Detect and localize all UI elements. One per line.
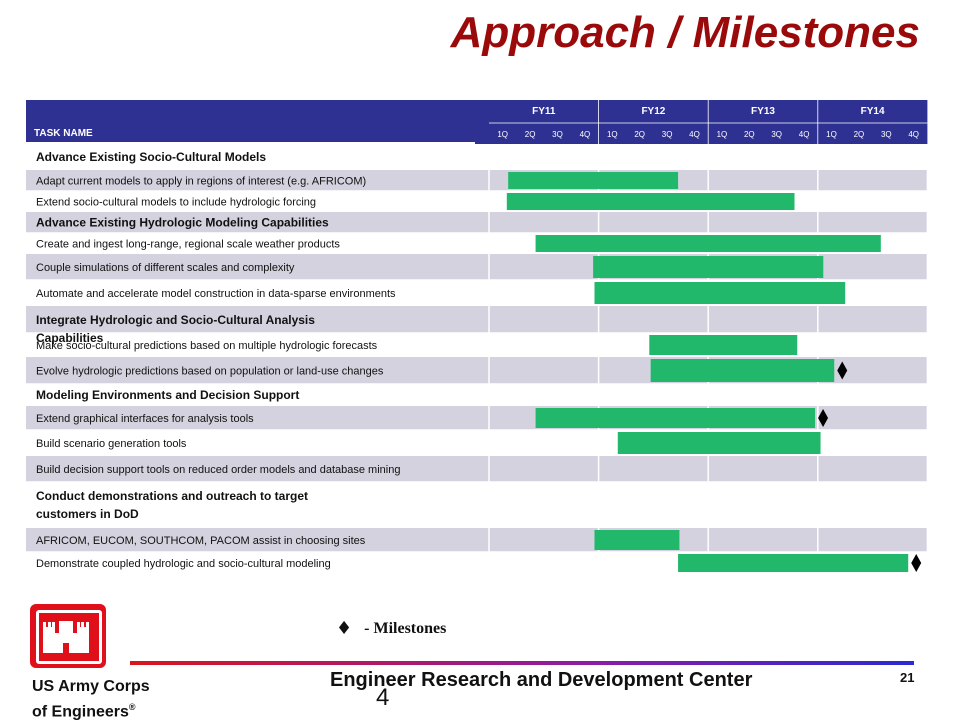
registered-mark: ® [128, 702, 136, 712]
fy-label: FY11 [532, 106, 556, 117]
quarter-tick-label: 4Q [799, 130, 810, 139]
page-title: Approach / Milestones [450, 8, 920, 57]
task-name-header: TASK NAME [34, 128, 93, 139]
milestone-marker [911, 554, 922, 572]
quarter-tick-label: 4Q [689, 130, 700, 139]
quarter-tick-label: 3Q [771, 130, 782, 139]
org-line-2: of Engineers [32, 703, 129, 721]
header-underline [26, 142, 475, 145]
milestone-diamond-icon: ♦ [336, 618, 353, 639]
task-name-continued: Capabilities [36, 331, 104, 345]
quarter-tick-label: 2Q [854, 130, 865, 139]
legend-label: - Milestones [364, 619, 447, 637]
task-name: Make socio-cultural predictions based on… [36, 340, 378, 352]
fy-label: FY12 [641, 106, 665, 117]
task-name: Extend socio-cultural models to include … [36, 197, 316, 209]
organization-name: US Army Corps of Engineers® [32, 676, 150, 722]
task-name: Conduct demonstrations and outreach to t… [36, 489, 308, 503]
table-row [26, 170, 928, 191]
org-line-1: US Army Corps [32, 678, 150, 695]
quarter-tick-label: 2Q [744, 130, 755, 139]
task-bar [594, 282, 846, 304]
quarter-tick-label: 3Q [881, 130, 892, 139]
task-bar [506, 193, 795, 210]
stray-number: 4 [376, 684, 390, 711]
task-name: Adapt current models to apply in regions… [36, 176, 366, 188]
quarter-tick-label: 1Q [607, 130, 618, 139]
task-name: Automate and accelerate model constructi… [36, 288, 396, 300]
fy-label: FY13 [751, 106, 775, 117]
quarter-tick-label: 1Q [826, 130, 837, 139]
table-row [26, 384, 928, 406]
quarter-tick-label: 4Q [580, 130, 591, 139]
table-row [26, 482, 928, 528]
table-row [26, 306, 928, 333]
page-number: 21 [900, 670, 915, 685]
quarter-tick-label: 3Q [552, 130, 563, 139]
task-group-name: Advance Existing Hydrologic Modeling Cap… [36, 216, 329, 230]
task-bar [678, 554, 909, 572]
task-bar [535, 408, 816, 428]
quarter-tick-label: 3Q [662, 130, 673, 139]
quarter-tick-label: 1Q [717, 130, 728, 139]
fy-label: FY14 [861, 106, 885, 117]
milestone-legend: ♦ - Milestones [336, 618, 446, 639]
quarter-tick-label: 4Q [908, 130, 919, 139]
task-name: Build decision support tools on reduced … [36, 464, 400, 476]
task-name: Demonstrate coupled hydrologic and socio… [36, 558, 331, 570]
quarter-tick-label: 2Q [525, 130, 536, 139]
task-name: Extend graphical interfaces for analysis… [36, 413, 254, 425]
footer-divider [130, 661, 914, 665]
task-name: Build scenario generation tools [36, 438, 187, 450]
center-name: Engineer Research and Development Center [330, 669, 753, 691]
table-row [26, 144, 928, 170]
task-name: AFRICOM, EUCOM, SOUTHCOM, PACOM assist i… [36, 535, 366, 547]
table-header [26, 100, 928, 144]
task-bar [650, 359, 835, 382]
task-group-name: Advance Existing Socio-Cultural Models [36, 150, 266, 164]
task-bar [593, 256, 824, 278]
usace-castle-logo [30, 604, 106, 668]
task-name: Integrate Hydrologic and Socio-Cultural … [36, 313, 315, 327]
gantt-chart: TASK NAME FY11 FY12 FY13 FY14 1Q 2Q 3Q 4Q 1Q 2Q 3Q 4… [26, 100, 928, 572]
task-name-continued: customers in DoD [36, 507, 139, 521]
task-name: Couple simulations of different scales a… [36, 262, 295, 274]
quarter-tick-label: 2Q [634, 130, 645, 139]
task-bar [617, 432, 821, 454]
milestone-marker [837, 361, 848, 380]
task-name: Create and ingest long-range, regional s… [36, 239, 340, 251]
table-row [26, 212, 928, 233]
task-name: Evolve hydrologic predictions based on p… [36, 366, 384, 378]
milestone-marker [818, 409, 829, 427]
table-row [26, 456, 928, 482]
task-bar [649, 335, 798, 355]
table-row [26, 528, 928, 552]
quarter-tick-label: 1Q [497, 130, 508, 139]
task-group-name: Modeling Environments and Decision Suppo… [36, 388, 299, 402]
task-bar [594, 530, 680, 550]
task-bar [535, 235, 881, 252]
task-bar [508, 172, 679, 189]
